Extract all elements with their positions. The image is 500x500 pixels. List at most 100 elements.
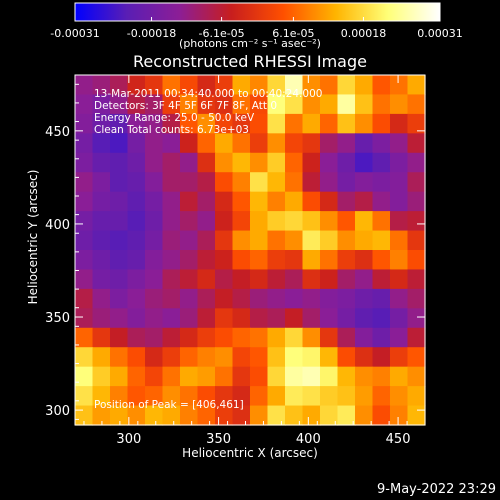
intensity-cell	[162, 250, 181, 271]
intensity-cell	[372, 75, 391, 96]
intensity-cell	[407, 405, 426, 426]
intensity-cell	[267, 191, 286, 212]
intensity-cell	[407, 113, 426, 134]
intensity-cell	[110, 191, 129, 212]
intensity-cell	[285, 75, 304, 96]
intensity-cell	[337, 94, 356, 115]
annotation-line: Clean Total counts: 6.73e+03	[94, 124, 249, 136]
intensity-cell	[390, 327, 409, 348]
intensity-cell	[267, 113, 286, 134]
intensity-cell	[145, 172, 164, 193]
intensity-cell	[372, 386, 391, 407]
intensity-cell	[372, 308, 391, 329]
intensity-cell	[197, 250, 216, 271]
intensity-cell	[250, 113, 269, 134]
intensity-cell	[197, 133, 216, 154]
intensity-cell	[355, 152, 374, 173]
intensity-cell	[250, 327, 269, 348]
intensity-cell	[92, 308, 111, 329]
intensity-cell	[92, 191, 111, 212]
intensity-cell	[337, 405, 356, 426]
intensity-cell	[197, 288, 216, 309]
intensity-cell	[355, 191, 374, 212]
intensity-cell	[285, 366, 304, 387]
intensity-cell	[267, 152, 286, 173]
intensity-cell	[75, 172, 94, 193]
intensity-cell	[337, 75, 356, 96]
intensity-cell	[110, 386, 129, 407]
intensity-cell	[92, 133, 111, 154]
intensity-cell	[267, 75, 286, 96]
intensity-cell	[127, 308, 146, 329]
intensity-cell	[372, 327, 391, 348]
intensity-cell	[197, 211, 216, 232]
intensity-cell	[145, 113, 164, 134]
intensity-cell	[127, 288, 146, 309]
intensity-cell	[232, 75, 251, 96]
intensity-cell	[390, 308, 409, 329]
intensity-cell	[285, 152, 304, 173]
y-axis-label: Heliocentric Y (arcsec)	[26, 169, 40, 305]
intensity-cell	[267, 230, 286, 251]
intensity-cell	[390, 75, 409, 96]
intensity-cell	[232, 172, 251, 193]
intensity-cell	[250, 250, 269, 271]
intensity-cell	[110, 288, 129, 309]
intensity-cell	[320, 75, 339, 96]
intensity-cell	[215, 327, 234, 348]
intensity-cell	[232, 405, 251, 426]
intensity-cell	[372, 405, 391, 426]
intensity-cell	[92, 230, 111, 251]
intensity-cell	[355, 288, 374, 309]
intensity-cell	[372, 172, 391, 193]
intensity-cell	[232, 230, 251, 251]
intensity-cell	[232, 94, 251, 115]
intensity-cell	[372, 211, 391, 232]
intensity-cell	[302, 347, 321, 368]
intensity-cell	[250, 386, 269, 407]
intensity-cell	[407, 133, 426, 154]
intensity-cell	[75, 133, 94, 154]
intensity-cell	[302, 386, 321, 407]
intensity-cell	[215, 113, 234, 134]
intensity-cell	[75, 288, 94, 309]
intensity-cell	[390, 152, 409, 173]
intensity-cell	[267, 308, 286, 329]
intensity-cell	[337, 191, 356, 212]
intensity-cell	[320, 152, 339, 173]
intensity-cell	[92, 75, 111, 96]
intensity-cell	[215, 152, 234, 173]
intensity-cell	[250, 94, 269, 115]
intensity-cell	[355, 327, 374, 348]
plot-frame	[74, 74, 426, 426]
intensity-cell	[75, 230, 94, 251]
intensity-cell	[355, 113, 374, 134]
intensity-cell	[372, 230, 391, 251]
intensity-cell	[180, 191, 199, 212]
intensity-cell	[127, 366, 146, 387]
intensity-cell	[372, 250, 391, 271]
intensity-cell	[92, 347, 111, 368]
intensity-cell	[162, 75, 181, 96]
intensity-cell	[215, 133, 234, 154]
intensity-cell	[355, 386, 374, 407]
intensity-cell	[162, 269, 181, 290]
intensity-cell	[267, 94, 286, 115]
intensity-cell	[337, 327, 356, 348]
intensity-cell	[180, 250, 199, 271]
intensity-cell	[145, 133, 164, 154]
intensity-cell	[110, 94, 129, 115]
intensity-cell	[127, 113, 146, 134]
intensity-cell	[127, 347, 146, 368]
intensity-cell	[250, 405, 269, 426]
intensity-cell	[355, 366, 374, 387]
intensity-cell	[390, 269, 409, 290]
intensity-cell	[127, 191, 146, 212]
intensity-cell	[180, 405, 199, 426]
intensity-cell	[162, 288, 181, 309]
intensity-cell	[180, 347, 199, 368]
intensity-cell	[250, 366, 269, 387]
intensity-cell	[215, 405, 234, 426]
intensity-cell	[285, 211, 304, 232]
intensity-cell	[215, 347, 234, 368]
